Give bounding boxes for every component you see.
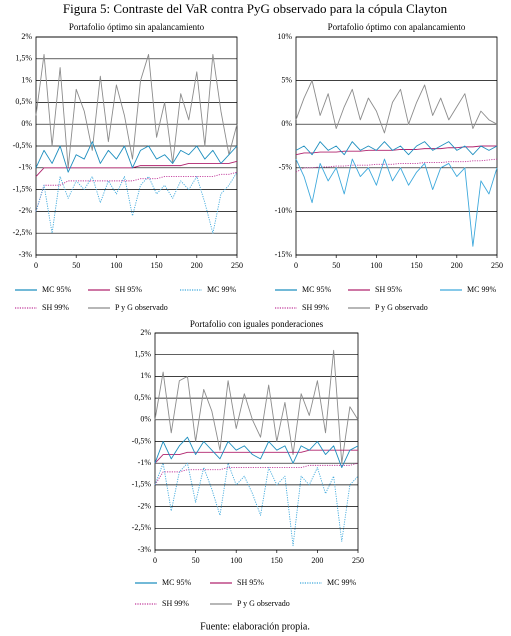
x-tick-label: 250 — [352, 556, 364, 565]
y-tick-label: -2% — [19, 206, 33, 215]
series-line — [35, 141, 238, 173]
series-line — [154, 449, 358, 464]
legend-label: SH 95% — [375, 285, 402, 294]
x-tick-label: 50 — [72, 261, 80, 270]
chart-title: Portafolio óptimo con apalancamiento — [328, 22, 466, 32]
x-tick-label: 150 — [411, 261, 423, 270]
legend-label: SH 99% — [302, 303, 329, 312]
x-tick-label: 250 — [231, 261, 243, 270]
legend-label: MC 99% — [467, 285, 496, 294]
y-tick-label: 10% — [277, 32, 292, 41]
series-line — [154, 436, 359, 468]
legend-label: P y G observado — [237, 599, 290, 608]
figure-title: Figura 5: Contraste del VaR contra PyG o… — [63, 1, 448, 16]
series-line — [295, 158, 498, 247]
y-tick-label: -1% — [19, 163, 33, 172]
x-tick-label: 0 — [153, 556, 157, 565]
y-tick-label: 1,5% — [15, 54, 32, 63]
series-line — [154, 462, 359, 547]
y-tick-label: 0% — [21, 119, 32, 128]
y-tick-label: -1% — [138, 458, 152, 467]
legend-label: SH 95% — [237, 578, 264, 587]
legend-label: SH 99% — [162, 599, 189, 608]
y-tick-label: -10% — [275, 206, 293, 215]
series-line — [35, 160, 238, 177]
x-tick-label: 150 — [271, 556, 283, 565]
x-tick-label: 0 — [34, 261, 38, 270]
y-tick-label: 0% — [140, 415, 151, 424]
y-tick-label: 0,5% — [15, 97, 32, 106]
chart-title: Portafolio con iguales ponderaciones — [190, 319, 324, 329]
series-line — [35, 171, 238, 212]
legend-label: MC 99% — [207, 285, 236, 294]
y-tick-label: 5% — [281, 75, 292, 84]
y-tick-label: -3% — [138, 545, 152, 554]
series-line — [295, 141, 498, 156]
y-tick-label: -2,5% — [132, 523, 152, 532]
y-tick-label: 2% — [21, 32, 32, 41]
chart-title: Portafolio óptimo sin apalancamiento — [69, 22, 205, 32]
legend-label: SH 99% — [42, 303, 69, 312]
y-tick-label: -1,5% — [132, 480, 152, 489]
x-tick-label: 200 — [451, 261, 463, 270]
y-tick-label: -2,5% — [13, 228, 33, 237]
series-line — [35, 53, 238, 169]
x-tick-label: 100 — [110, 261, 122, 270]
legend-label: MC 95% — [302, 285, 331, 294]
x-tick-label: 250 — [491, 261, 503, 270]
y-tick-label: 1% — [140, 371, 151, 380]
y-tick-label: 1,5% — [134, 350, 151, 359]
legend-label: P y G observado — [375, 303, 428, 312]
x-tick-label: 50 — [332, 261, 340, 270]
plot-frame — [154, 332, 359, 551]
series-line — [295, 80, 498, 134]
y-tick-label: -0,5% — [13, 141, 33, 150]
x-tick-label: 0 — [294, 261, 298, 270]
legend-label: MC 99% — [327, 578, 356, 587]
source-note: Fuente: elaboración propia. — [200, 621, 310, 632]
series-line — [35, 171, 238, 234]
legend-label: MC 95% — [162, 578, 191, 587]
y-tick-label: -5% — [279, 163, 293, 172]
y-tick-label: -15% — [275, 250, 293, 259]
x-tick-label: 100 — [230, 556, 242, 565]
x-tick-label: 50 — [192, 556, 200, 565]
x-tick-label: 150 — [151, 261, 163, 270]
y-tick-label: -3% — [19, 250, 33, 259]
y-tick-label: -2% — [138, 501, 152, 510]
y-tick-label: 0,5% — [134, 393, 151, 402]
x-tick-label: 100 — [370, 261, 382, 270]
series-line — [154, 349, 359, 464]
y-tick-label: -0,5% — [132, 436, 152, 445]
series-line — [295, 158, 498, 173]
legend-label: MC 95% — [42, 285, 71, 294]
x-tick-label: 200 — [311, 556, 323, 565]
y-tick-label: -1,5% — [13, 184, 33, 193]
legend-label: P y G observado — [115, 303, 168, 312]
legend-label: SH 95% — [115, 285, 142, 294]
y-tick-label: 1% — [21, 75, 32, 84]
x-tick-label: 200 — [191, 261, 203, 270]
y-tick-label: 2% — [140, 328, 151, 337]
y-tick-label: 0% — [281, 119, 292, 128]
